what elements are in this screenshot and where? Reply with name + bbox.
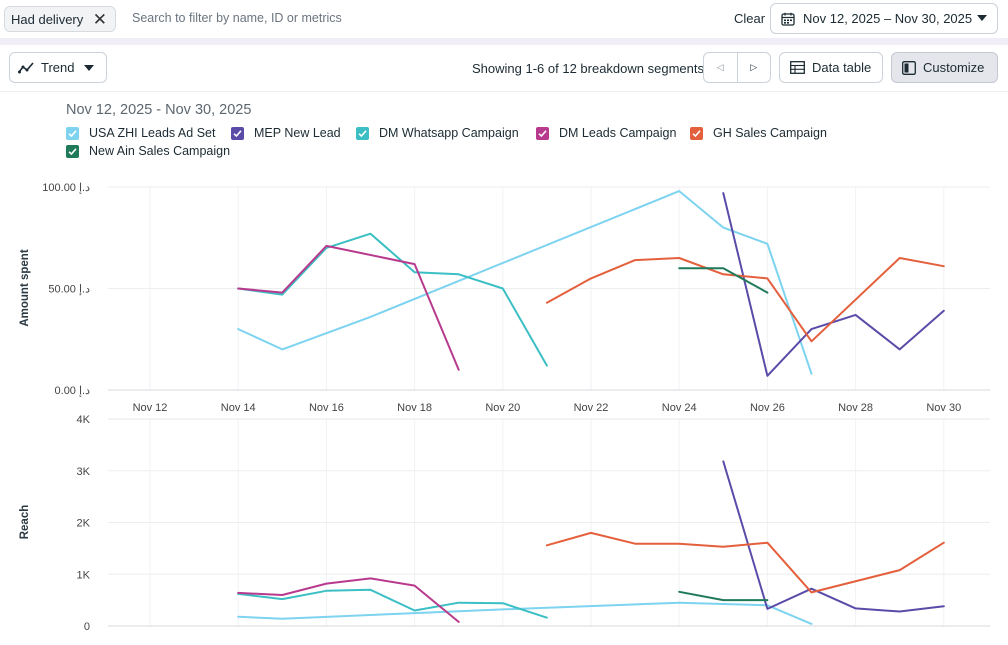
series-line [545,257,945,343]
legend-item[interactable]: DM Leads Campaign [536,126,676,140]
trend-line-icon [18,61,34,75]
x-tick-label: Nov 28 [838,402,873,414]
legend-label: New Ain Sales Campaign [89,144,231,158]
legend-label: DM Whatsapp Campaign [379,126,519,140]
y-axis-title: Reach [19,505,31,540]
view-selector-button[interactable]: Trend [9,52,107,83]
y-tick-label: 0.00 د.إ [55,385,91,397]
x-tick-label: Nov 26 [750,402,785,414]
date-range-picker[interactable]: Nov 12, 2025 – Nov 30, 2025 [770,3,998,34]
series-line [722,460,945,613]
customize-label: Customize [923,60,985,75]
y-tick-label: 0 [84,621,90,633]
x-tick-label: Nov 22 [574,402,609,414]
search-input[interactable]: Search to filter by name, ID or metrics [132,11,342,25]
customize-button[interactable]: Customize [891,52,998,83]
view-selector-label: Trend [41,60,75,75]
toolbar-divider [0,91,1008,92]
legend-checkbox[interactable] [66,126,79,140]
series-line [237,601,813,625]
legend-item[interactable]: GH Sales Campaign [690,126,827,140]
data-table-label: Data table [812,60,872,75]
segment-count-text: Showing 1-6 of 12 breakdown segments [472,61,704,76]
legend-item[interactable]: MEP New Lead [231,126,341,140]
x-tick-label: Nov 18 [397,402,432,414]
filter-divider [0,38,1008,45]
filter-chip-had-delivery[interactable]: Had delivery ✕ [4,6,116,32]
legend-item[interactable]: USA ZHI Leads Ad Set [66,126,215,140]
x-tick-label: Nov 12 [133,402,168,414]
legend-label: GH Sales Campaign [713,126,827,140]
x-tick-label: Nov 16 [309,402,344,414]
legend-checkbox[interactable] [690,126,703,140]
date-range-label: Nov 12, 2025 – Nov 30, 2025 [803,11,973,26]
chevron-down-icon [977,15,987,21]
filter-bar: Had delivery ✕ Search to filter by name,… [0,0,1008,38]
y-axis-title: Amount spent [19,249,31,326]
legend-checkbox[interactable] [66,144,79,158]
series-line [545,531,945,594]
legend-checkbox[interactable] [356,126,369,140]
x-tick-label: Nov 24 [662,402,697,414]
legend-checkbox[interactable] [536,126,549,140]
legend-label: MEP New Lead [254,126,341,140]
y-tick-label: 50.00 د.إ [48,284,90,296]
legend-checkbox[interactable] [231,126,244,140]
series-line [237,577,460,623]
legend-label: DM Leads Campaign [559,126,677,140]
close-icon[interactable]: ✕ [92,10,107,29]
chart-toolbar: Trend Showing 1-6 of 12 breakdown segmen… [0,45,1008,91]
y-tick-label: 3K [77,466,91,478]
segment-pager: ◁ ▷ [703,52,771,83]
legend-item[interactable]: DM Whatsapp Campaign [356,126,519,140]
calendar-icon [781,12,795,26]
series-line [678,590,769,602]
data-table-button[interactable]: Data table [779,52,883,83]
filter-chip-label: Had delivery [11,11,84,27]
x-tick-label: Nov 20 [485,402,520,414]
series-line [237,244,460,371]
x-tick-label: Nov 14 [221,402,256,414]
chevron-left-icon[interactable]: ◁ [716,62,724,72]
legend-label: USA ZHI Leads Ad Set [89,126,216,140]
chevron-right-icon[interactable]: ▷ [736,53,771,82]
chevron-down-icon [84,65,94,71]
y-tick-label: 4K [77,414,91,426]
series-line [722,192,945,377]
x-tick-label: Nov 30 [926,402,961,414]
chart-date-range-title: Nov 12, 2025 - Nov 30, 2025 [66,102,252,118]
series-line [237,190,813,375]
table-icon [790,61,805,74]
clear-button[interactable]: Clear [734,11,766,26]
y-tick-label: 2K [77,518,91,530]
customize-panel-icon [902,60,916,75]
series-line [237,588,548,619]
y-tick-label: 1K [77,569,91,581]
series-line [237,232,548,367]
legend-item[interactable]: New Ain Sales Campaign [66,144,230,158]
y-tick-label: 100.00 د.إ [42,182,90,194]
series-line [678,267,769,294]
